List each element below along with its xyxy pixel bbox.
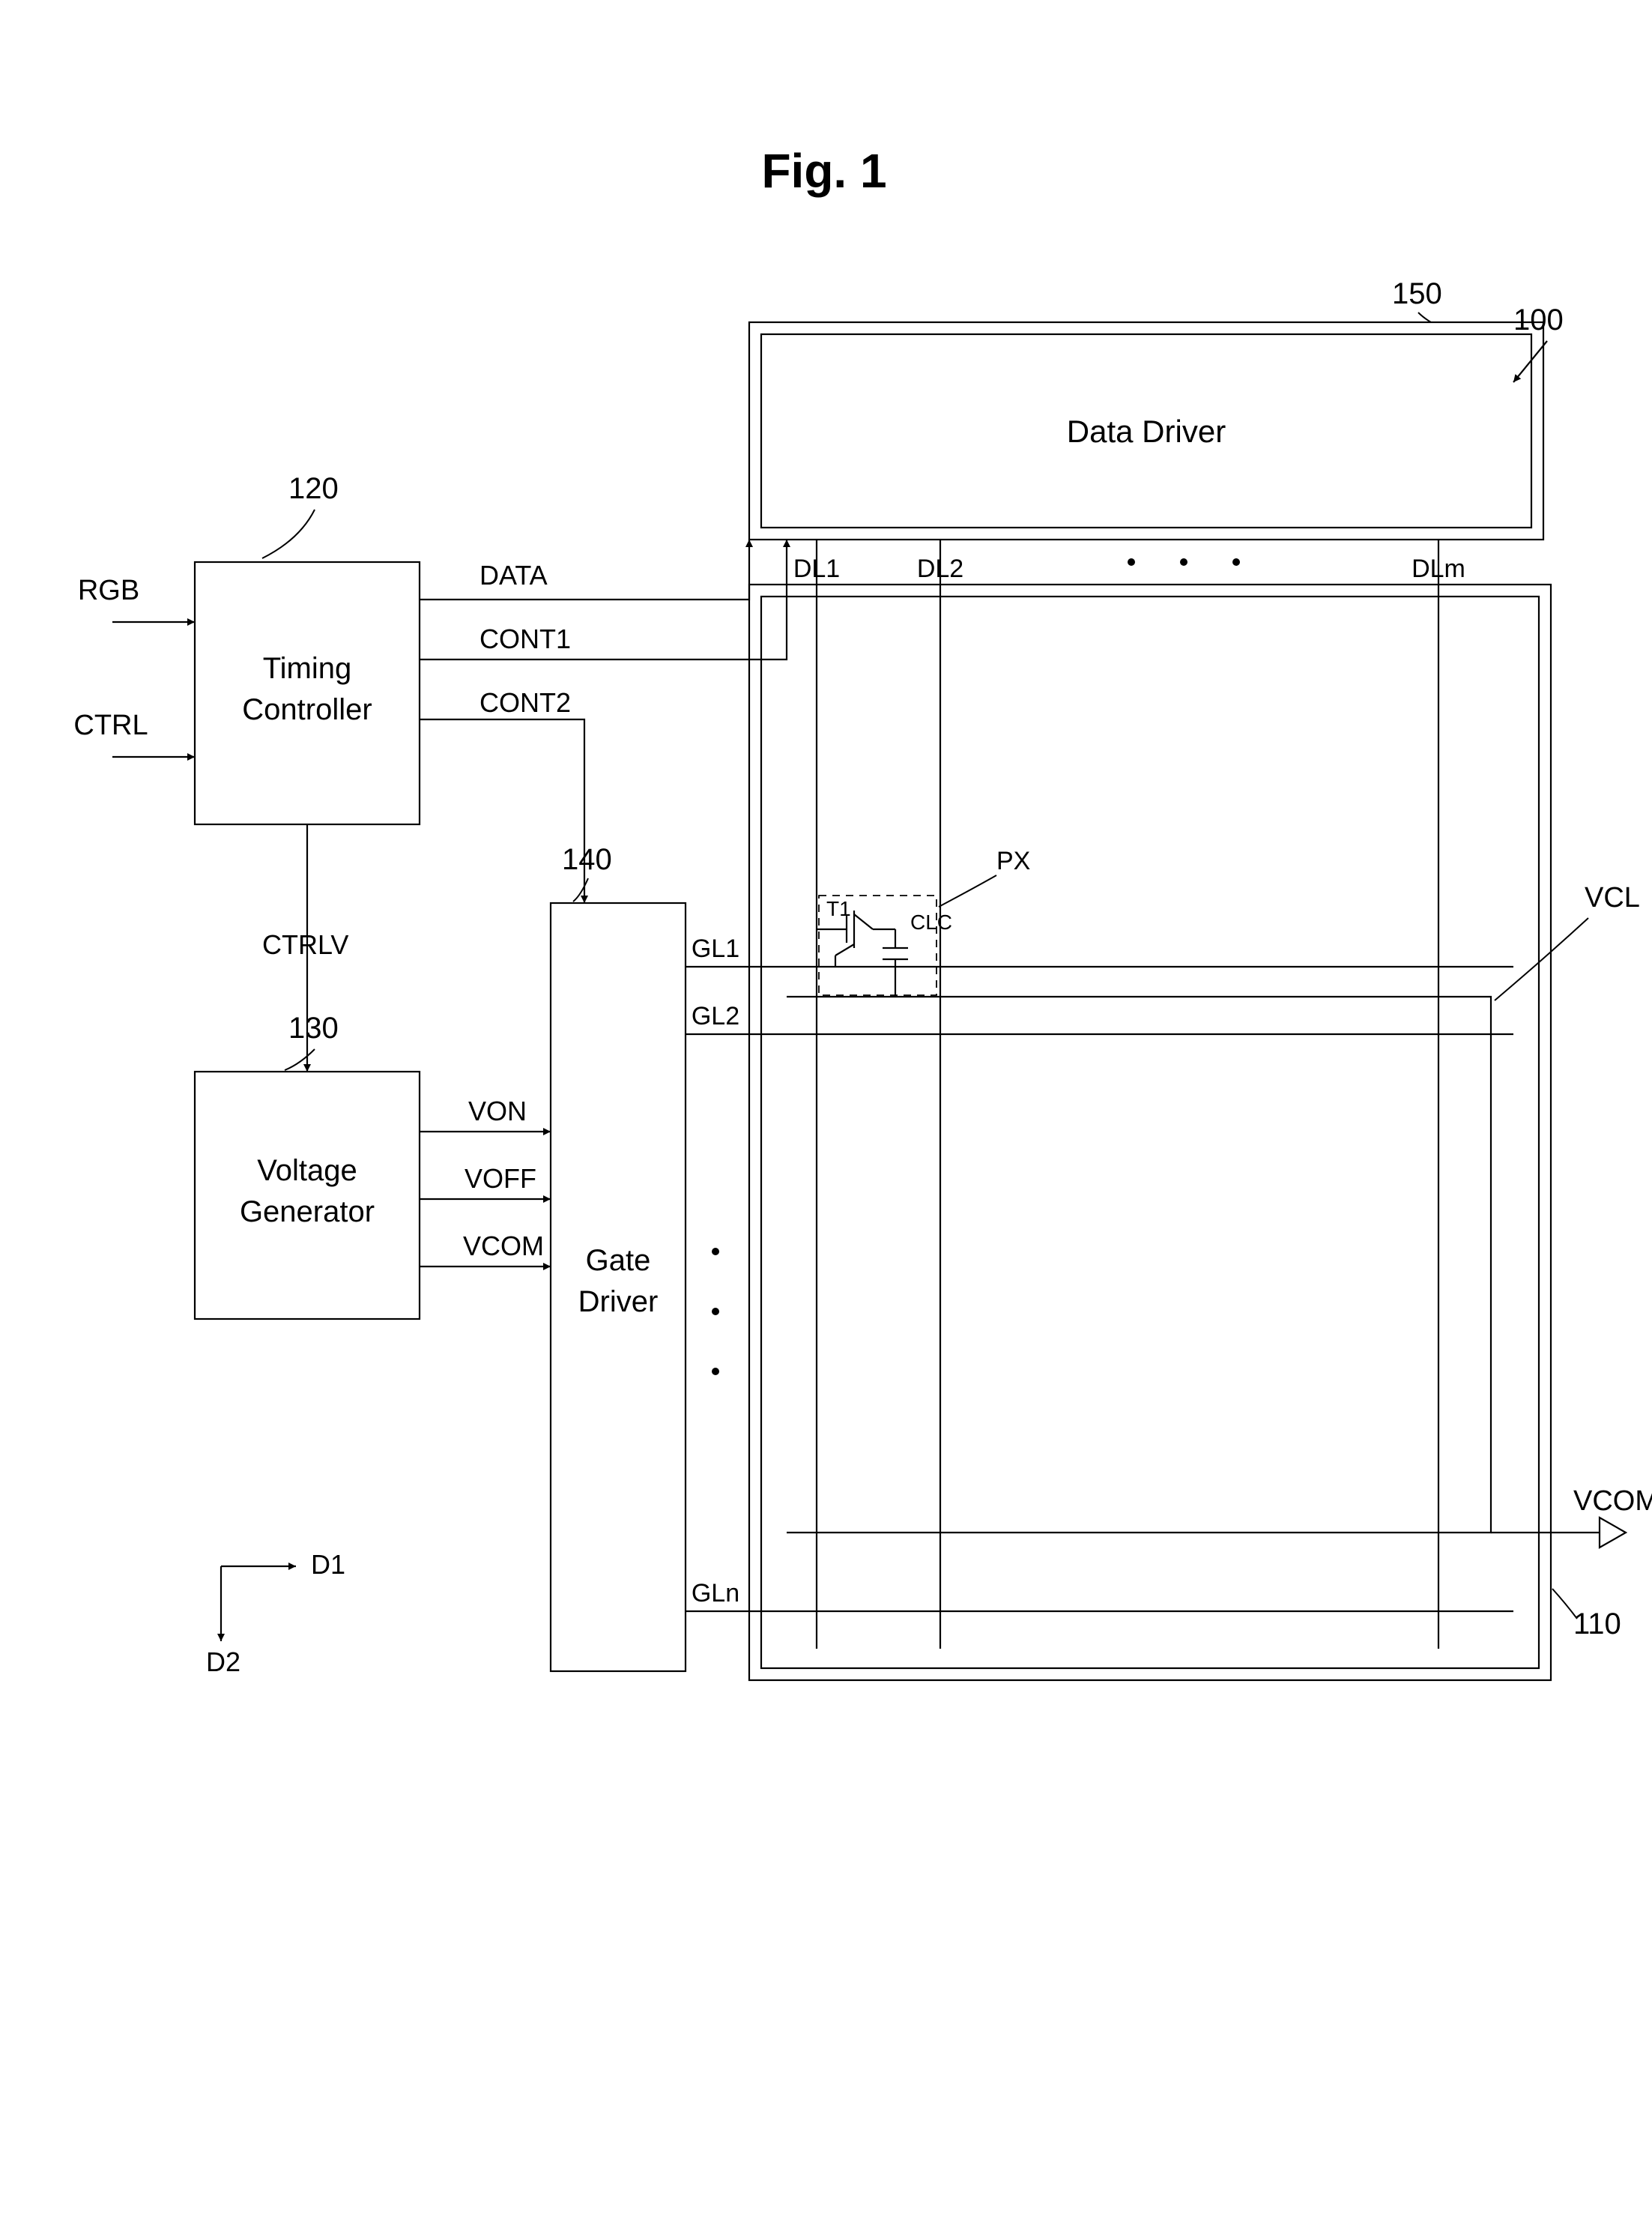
timing-ref: 120 — [288, 472, 339, 505]
cont2-label: CONT2 — [479, 687, 571, 718]
clc-label: CLC — [910, 911, 952, 934]
gate-ref: 140 — [562, 843, 612, 876]
voltage-label-1: Voltage — [257, 1154, 357, 1187]
ctrl-label: CTRL — [73, 710, 148, 741]
voltage-label-2: Generator — [240, 1195, 375, 1228]
vcom-out-label: VCOM — [1573, 1485, 1652, 1517]
cont2-arrow — [420, 719, 584, 903]
t1-label: T1 — [826, 897, 851, 920]
dl2-label: DL2 — [917, 555, 963, 583]
gl-dot — [712, 1368, 719, 1375]
gl-dot — [712, 1248, 719, 1255]
vcl-leader — [1495, 918, 1588, 1000]
dlm-label: DLm — [1412, 555, 1465, 583]
voltage-ref-leader — [285, 1049, 315, 1070]
voff-label: VOFF — [465, 1163, 536, 1194]
data-driver-ref: 150 — [1392, 277, 1442, 310]
gl-dot — [712, 1308, 719, 1315]
data-driver-label: Data Driver — [1067, 414, 1226, 449]
system-ref-arrow — [1513, 341, 1547, 382]
gl2-label: GL2 — [692, 1002, 739, 1030]
panel-ref-leader — [1552, 1589, 1577, 1619]
dl-dot — [1232, 558, 1240, 566]
vcl-label: VCL — [1585, 882, 1640, 914]
gln-label: GLn — [692, 1579, 739, 1607]
ctrlv-label: CTRLV — [262, 929, 348, 960]
gate-label-2: Driver — [578, 1285, 659, 1318]
vcl-line — [787, 997, 1491, 1533]
dl-dot — [1180, 558, 1187, 566]
figure-title: Fig. 1 — [761, 144, 886, 198]
data-signal-label: DATA — [479, 560, 548, 591]
gate-ref-leader — [573, 878, 588, 902]
panel-ref: 110 — [1573, 1607, 1621, 1640]
direction-axes — [221, 1566, 296, 1641]
dl-dot — [1128, 558, 1135, 566]
vcom-label: VCOM — [463, 1231, 544, 1261]
timing-label-1: Timing — [263, 652, 352, 685]
gl1-label: GL1 — [692, 935, 739, 963]
data-arrow — [420, 540, 749, 600]
timing-label-2: Controller — [242, 693, 372, 726]
gate-label-1: Gate — [586, 1244, 651, 1277]
system-ref: 100 — [1513, 304, 1564, 336]
capacitor-clc — [883, 929, 908, 997]
px-label: PX — [996, 847, 1030, 875]
px-leader — [939, 875, 996, 907]
panel-outer — [749, 585, 1551, 1680]
panel-inner — [761, 597, 1539, 1668]
d2-label: D2 — [206, 1646, 240, 1677]
d1-label: D1 — [311, 1549, 345, 1580]
voltage-ref: 130 — [288, 1012, 339, 1045]
von-label: VON — [468, 1096, 527, 1126]
data-driver-ref-leader — [1418, 313, 1431, 322]
dl1-label: DL1 — [793, 555, 840, 583]
rgb-label: RGB — [78, 575, 139, 606]
timing-ref-leader — [262, 510, 315, 558]
cont1-label: CONT1 — [479, 624, 571, 654]
vcom-triangle — [1600, 1518, 1626, 1548]
